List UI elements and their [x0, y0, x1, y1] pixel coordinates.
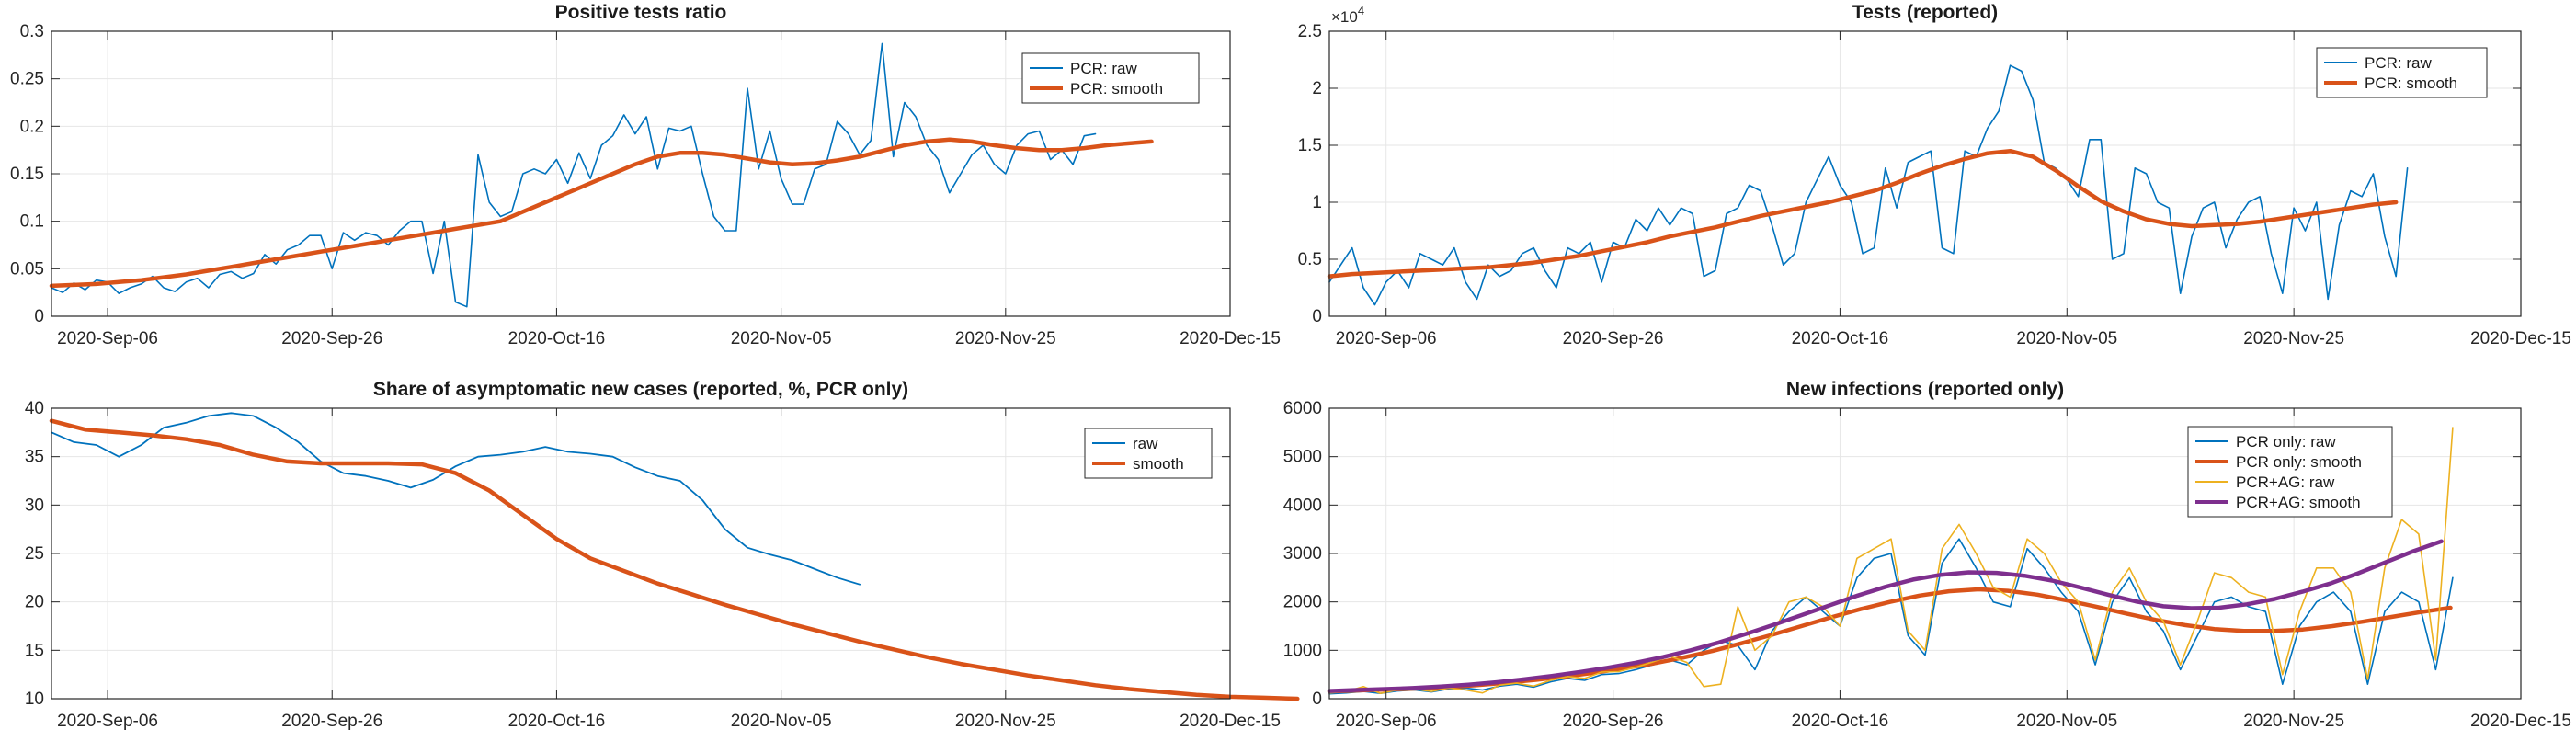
legend-box — [1021, 52, 1200, 104]
legend-label-pcr-smooth: PCR: smooth — [1070, 80, 1163, 97]
legend-box — [2316, 47, 2488, 98]
y-tick-label: 40 — [25, 399, 44, 418]
x-tick-label: 2020-Sep-06 — [1336, 712, 1437, 730]
x-tick-label: 2020-Dec-15 — [1180, 329, 1281, 348]
legend: PCR: raw PCR: smooth — [1021, 52, 1200, 104]
x-tick-label: 2020-Sep-06 — [57, 712, 158, 730]
series-line-raw — [51, 412, 861, 586]
x-tick-label: 2020-Sep-26 — [281, 712, 382, 730]
y-tick-label: 4000 — [1283, 496, 1322, 515]
x-tick-label: 2020-Nov-25 — [2243, 329, 2344, 348]
legend-label-pcr-raw: PCR: raw — [1070, 60, 1137, 77]
x-tick-label: 2020-Sep-26 — [1563, 712, 1664, 730]
series-line-pcr-smooth — [1327, 148, 2399, 279]
x-tick-label: 2020-Sep-26 — [1563, 329, 1664, 348]
chart-title: Share of asymptomatic new cases (reporte… — [373, 379, 908, 400]
chart-panel-4: 0 1000 2000 3000 4000 5000 6000 2020-Sep-06 2020… — [1283, 379, 2571, 730]
y-tick-label: 0.05 — [10, 259, 44, 279]
legend-box — [1084, 428, 1213, 479]
legend-label-pcr-only-raw: PCR only: raw — [2236, 433, 2336, 451]
legend-label-pcr-raw: PCR: raw — [2365, 54, 2432, 72]
legend-label-pcr-smooth: PCR: smooth — [2365, 74, 2457, 92]
y-tick-label: 0 — [1312, 307, 1322, 326]
legend-label-pcr-ag-raw: PCR+AG: raw — [2236, 473, 2335, 491]
x-tick-label: 2020-Sep-26 — [281, 329, 382, 348]
y-tick-label: 20 — [25, 593, 44, 612]
chart-panel-2: 0 0.5 1 1.5 2 2.5 2020-Sep-06 2020-Sep-26 2020-O… — [1298, 2, 2571, 348]
x-tick-label: 2020-Nov-25 — [955, 329, 1056, 348]
y-tick-label: 2 — [1312, 79, 1322, 98]
y-tick-label: 0.5 — [1298, 250, 1322, 269]
series-line-pcr-raw — [1328, 64, 2409, 306]
chart-panel-3: 10 15 20 25 30 35 40 2020-Sep-06 2020-Sep-26 2020… — [25, 379, 1300, 730]
x-tick-label: 2020-Nov-05 — [731, 712, 832, 730]
y-tick-label: 0.1 — [20, 212, 44, 232]
y-tick-label: 30 — [25, 496, 44, 515]
x-tick-label: 2020-Nov-25 — [955, 712, 1056, 730]
y-tick-label: 0.25 — [10, 70, 44, 89]
x-tick-label: 2020-Nov-05 — [2016, 329, 2117, 348]
y-tick-label: 0.2 — [20, 117, 44, 136]
y-tick-label: 0 — [34, 307, 44, 326]
series-line-pcr-smooth — [49, 137, 1154, 289]
series-line-smooth — [49, 418, 1300, 701]
chart-title: Positive tests ratio — [555, 2, 727, 23]
axes-box — [1328, 30, 2522, 317]
y-tick-label: 5000 — [1283, 448, 1322, 467]
y-tick-label: 0.15 — [10, 165, 44, 184]
y-tick-label: 1.5 — [1298, 136, 1322, 155]
x-tick-label: 2020-Sep-06 — [1336, 329, 1437, 348]
y-tick-label: 15 — [25, 641, 44, 660]
y-tick-label: 2.5 — [1298, 22, 1322, 41]
series-line-pcr-ag-smooth — [1327, 539, 2444, 693]
x-tick-label: 2020-Nov-05 — [2016, 712, 2117, 730]
x-tick-label: 2020-Dec-15 — [2470, 329, 2571, 348]
legend-label-pcr-only-smooth: PCR only: smooth — [2236, 453, 2362, 471]
y-tick-label: 0 — [1312, 690, 1322, 709]
x-tick-label: 2020-Oct-16 — [1792, 712, 1889, 730]
legend-label-raw: raw — [1133, 435, 1158, 452]
series-line-pcr-ag-raw — [1328, 427, 2454, 695]
y-tick-label: 6000 — [1283, 399, 1322, 418]
chart-panel-1: 0 0.05 0.1 0.15 0.2 0.25 0.3 2020-Sep-06 2020-Se… — [10, 2, 1281, 348]
x-tick-label: 2020-Dec-15 — [1180, 712, 1281, 730]
x-tick-label: 2020-Nov-05 — [731, 329, 832, 348]
x-tick-label: 2020-Oct-16 — [1792, 329, 1889, 348]
x-tick-label: 2020-Nov-25 — [2243, 712, 2344, 730]
x-tick-label: 2020-Oct-16 — [508, 712, 606, 730]
y-tick-label: 25 — [25, 544, 44, 564]
y-tick-label: 1 — [1312, 193, 1322, 212]
series-line-pcr-only-raw — [1328, 538, 2454, 695]
y-tick-label: 1000 — [1283, 641, 1322, 660]
y-exponent-label: ×104 — [1331, 4, 1364, 26]
chart-title: New infections (reported only) — [1786, 379, 2064, 400]
y-tick-label: 3000 — [1283, 544, 1322, 564]
x-tick-label: 2020-Sep-06 — [57, 329, 158, 348]
x-tick-label: 2020-Oct-16 — [508, 329, 606, 348]
legend: PCR: raw PCR: smooth — [2316, 47, 2488, 98]
chart-title: Tests (reported) — [1852, 2, 1998, 23]
y-tick-label: 2000 — [1283, 593, 1322, 612]
legend: raw smooth — [1084, 428, 1213, 479]
y-tick-label: 35 — [25, 448, 44, 467]
legend-label-smooth: smooth — [1133, 455, 1184, 473]
series-line-pcr-raw — [51, 42, 1097, 308]
y-tick-label: 0.3 — [20, 22, 44, 41]
legend-label-pcr-ag-smooth: PCR+AG: smooth — [2236, 494, 2361, 511]
x-tick-label: 2020-Dec-15 — [2470, 712, 2571, 730]
legend: PCR only: raw PCR only: smooth PCR+AG: raw… — [2187, 426, 2393, 518]
y-tick-label: 10 — [25, 690, 44, 709]
